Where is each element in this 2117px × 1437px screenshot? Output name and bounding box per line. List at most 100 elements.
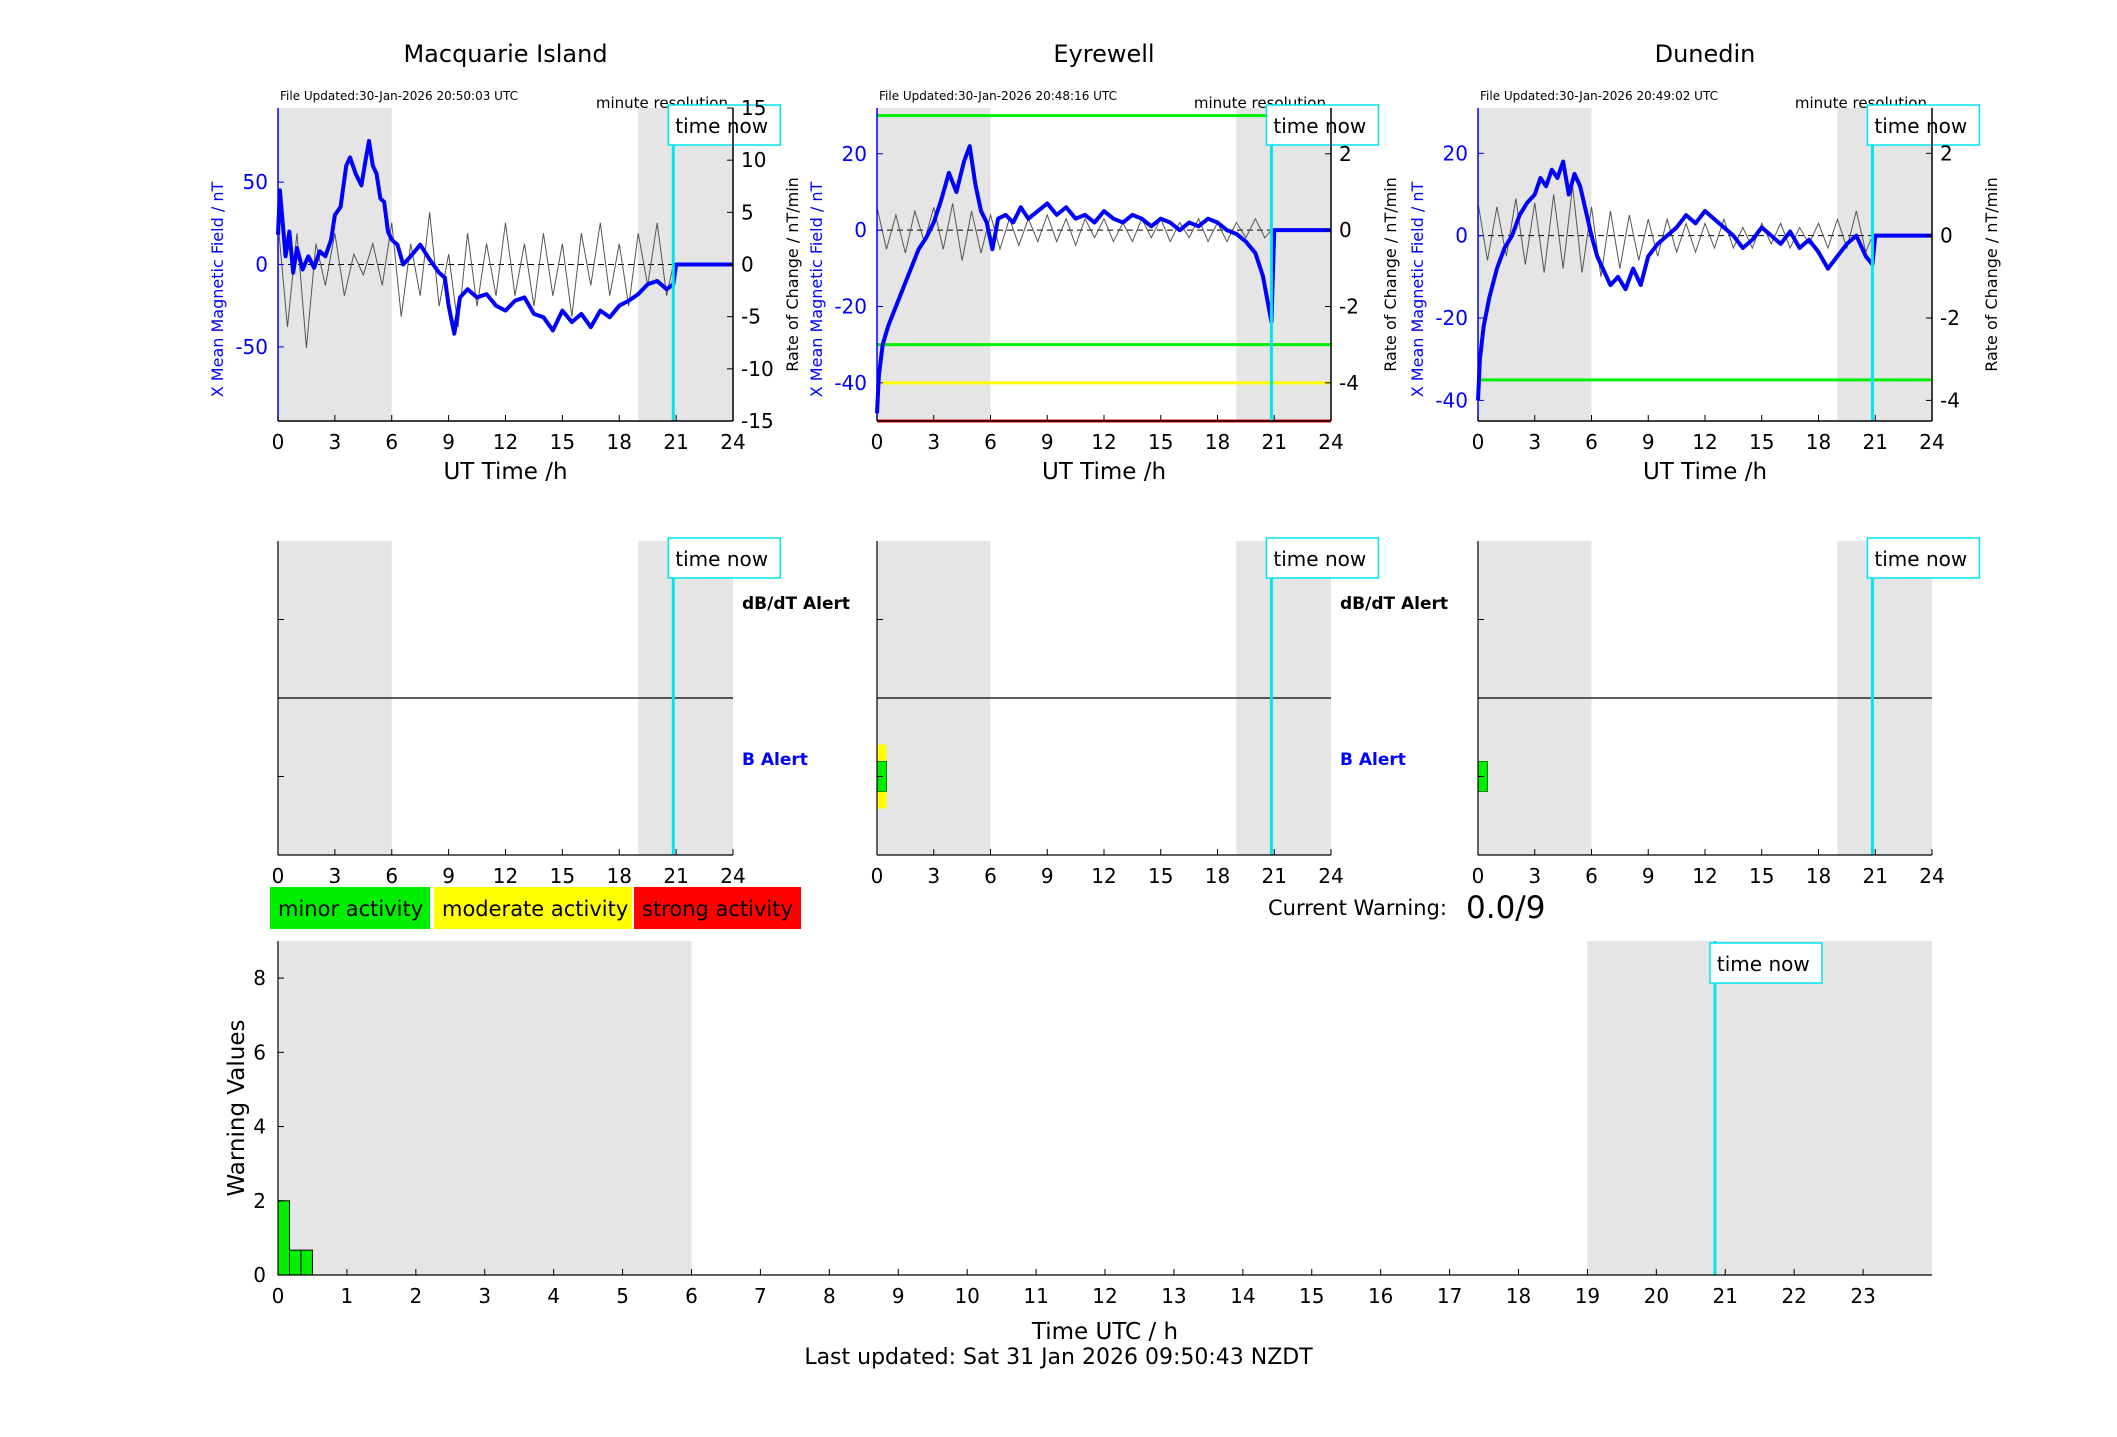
y-tick-label-left: 0 (854, 218, 867, 242)
station-plots: Macquarie Island File Updated:30-Jan-2026… (208, 40, 2001, 485)
x-tick-label: 3 (1528, 430, 1541, 454)
x-tick-label: 15 (1749, 864, 1774, 888)
y-tick-label-left: 0 (255, 253, 268, 277)
dbdt-alert-label: dB/dT Alert (1340, 594, 1448, 614)
x-tick-label: 6 (984, 864, 997, 888)
x-tick-label: 8 (823, 1284, 836, 1308)
file-updated-text: File Updated:30-Jan-2026 20:48:16 UTC (879, 89, 1117, 103)
time-now-box (1265, 537, 1380, 579)
night-shading (1587, 941, 1932, 1275)
x-tick-label: 15 (550, 864, 575, 888)
x-tick-label: 3 (329, 430, 342, 454)
x-tick-label: 6 (1585, 864, 1598, 888)
y-tick-label-right: 5 (741, 200, 754, 224)
station-panel-2: Dunedin File Updated:30-Jan-2026 20:49:02… (1408, 40, 2001, 485)
x-tick-label: 15 (1148, 864, 1173, 888)
night-shading (877, 108, 991, 421)
legend-swatch-2 (634, 887, 801, 929)
alert-panel-1: time now 0 3 6 9 12 15 18 21 24 dB/dT Alert B Alert (871, 537, 1448, 888)
time-now-label: time now (1874, 547, 1967, 571)
y-tick-label-left: 50 (243, 170, 268, 194)
time-now-box (667, 537, 782, 579)
y-tick-label-right: -5 (741, 305, 761, 329)
y-tick-label-right: -2 (1339, 294, 1359, 318)
warning-bar (277, 1200, 291, 1276)
x-tick-label: 12 (493, 864, 518, 888)
time-now-box (1866, 537, 1981, 579)
y-tick-label-left: -50 (235, 335, 268, 359)
x-tick-label: 19 (1575, 1284, 1600, 1308)
activity-legend: minor activity moderate activity strong ac… (270, 887, 801, 929)
y-tick-label: 6 (253, 1040, 266, 1064)
x-tick-label: 12 (493, 430, 518, 454)
x-tick-label: 18 (1806, 864, 1831, 888)
x-tick-label: 18 (607, 430, 632, 454)
x-tick-label: 6 (385, 864, 398, 888)
x-tick-label: 3 (927, 430, 940, 454)
last-updated-footer: Last updated: Sat 31 Jan 2026 09:50:43 N… (804, 1345, 1313, 1370)
x-tick-label: 18 (1506, 1284, 1531, 1308)
legend-label-2: strong activity (642, 897, 793, 921)
time-now-box (667, 104, 782, 146)
time-now-label: time now (1874, 114, 1967, 138)
alert-plots: time now 0 3 6 9 12 15 18 21 24 dB/dT Alert B Alert… (272, 537, 1981, 888)
y-tick-label-right: 2 (1339, 142, 1352, 166)
current-warning-label: Current Warning: (1268, 896, 1447, 920)
station-title: Eyrewell (1053, 40, 1154, 68)
current-warning-value: 0.0/9 (1466, 890, 1545, 926)
station-title: Macquarie Island (403, 40, 607, 68)
x-axis-label: UT Time /h (1042, 459, 1166, 485)
x-tick-label: 4 (547, 1284, 560, 1308)
x-tick-label: 0 (1472, 430, 1485, 454)
y-tick-label-right: -2 (1940, 306, 1960, 330)
x-tick-label: 9 (1041, 430, 1054, 454)
y-tick-label-right: 15 (741, 96, 766, 120)
rate-of-change-series (1477, 186, 1873, 277)
x-tick-label: 24 (1919, 430, 1944, 454)
legend-label-0: minor activity (278, 897, 423, 921)
b-alert-label: B Alert (742, 750, 808, 770)
x-tick-label: 21 (1863, 864, 1888, 888)
time-now-label: time now (1273, 114, 1366, 138)
y-tick-label-right: 10 (741, 148, 766, 172)
legend-swatch-0 (270, 887, 430, 929)
x-tick-label: 6 (984, 430, 997, 454)
current-warning: Current Warning: 0.0/9 (1268, 890, 1545, 926)
x-tick-label: 21 (1262, 864, 1287, 888)
x-axis-label: Time UTC / h (1031, 1319, 1178, 1345)
x-tick-label: 23 (1850, 1284, 1875, 1308)
y-tick-label-right: 0 (741, 253, 754, 277)
x-tick-label: 21 (663, 430, 688, 454)
alert-panel-0: time now 0 3 6 9 12 15 18 21 24 dB/dT Alert B Alert (272, 537, 850, 888)
y-tick-label-left: -20 (1435, 306, 1468, 330)
x-tick-label: 10 (954, 1284, 979, 1308)
magnetic-field-series (276, 138, 733, 336)
file-updated-text: File Updated:30-Jan-2026 20:50:03 UTC (280, 89, 518, 103)
x-tick-label: 9 (442, 864, 455, 888)
x-tick-label: 21 (663, 864, 688, 888)
y-tick-label-right: -10 (741, 357, 774, 381)
x-tick-label: 24 (1318, 864, 1343, 888)
x-tick-label: 9 (892, 1284, 905, 1308)
y-axis-label-right: Rate of Change / nT/min (1381, 177, 1400, 372)
x-axis-label: UT Time /h (443, 459, 567, 485)
x-tick-label: 0 (871, 864, 884, 888)
x-tick-label: 3 (927, 864, 940, 888)
y-tick-label-left: 20 (1443, 141, 1468, 165)
x-tick-label: 24 (1919, 864, 1944, 888)
y-axis-label-left: X Mean Magnetic Field / nT (208, 182, 227, 398)
x-tick-label: 0 (1472, 864, 1485, 888)
rate-of-change-series (277, 212, 674, 349)
x-tick-label: 12 (1692, 430, 1717, 454)
magnetic-field-series (875, 144, 1331, 414)
x-tick-label: 14 (1230, 1284, 1255, 1308)
time-now-box (1265, 104, 1380, 146)
time-now-label: time now (675, 547, 768, 571)
time-now-box (1709, 942, 1823, 984)
file-updated-text: File Updated:30-Jan-2026 20:49:02 UTC (1480, 89, 1718, 103)
x-tick-label: 9 (1642, 430, 1655, 454)
y-tick-label: 4 (253, 1115, 266, 1139)
warning-bar (289, 1249, 302, 1276)
alert-panel-2: time now 0 3 6 9 12 15 18 21 24 (1472, 537, 1981, 888)
